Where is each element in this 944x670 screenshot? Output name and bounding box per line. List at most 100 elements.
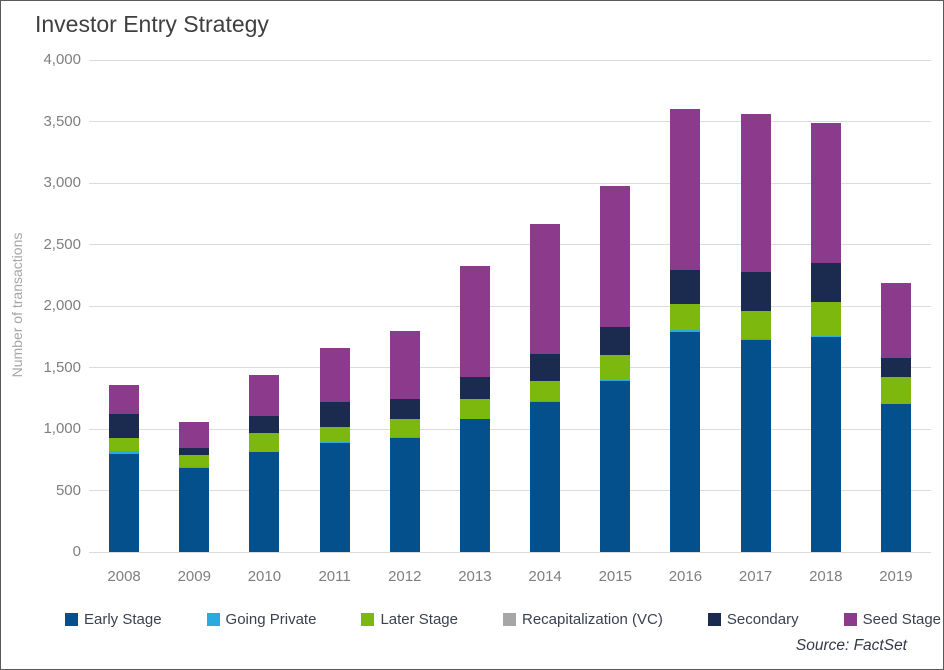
- bar-segment-early-stage: [179, 467, 210, 552]
- bar-2008: [109, 384, 140, 552]
- x-axis-tick-label: 2009: [177, 568, 211, 585]
- bar-segment-later-stage: [600, 355, 631, 380]
- x-axis-tick-label: 2017: [738, 568, 773, 585]
- legend-swatch-icon: [843, 613, 857, 626]
- y-axis-tick-label: 2,500: [43, 235, 81, 253]
- bar-segment-secondary: [670, 269, 701, 305]
- legend-item-later-stage: Later Stage: [361, 611, 458, 628]
- bar-segment-secondary: [740, 271, 771, 311]
- bar-segment-secondary: [109, 414, 140, 438]
- legend-item-secondary: Secondary: [707, 611, 799, 628]
- gridline: [89, 367, 931, 368]
- bar-segment-secondary: [249, 416, 280, 434]
- bar-segment-going-private: [600, 379, 631, 382]
- bar-segment-going-private: [109, 451, 140, 454]
- legend-item-early-stage: Early Stage: [65, 611, 162, 628]
- bar-segment-seed-stage: [810, 122, 841, 263]
- x-axis-tick-label: 2013: [458, 568, 492, 585]
- gridline: [89, 244, 931, 245]
- legend-swatch-icon: [206, 613, 220, 626]
- bar-segment-later-stage: [880, 377, 911, 404]
- bar-2014: [530, 223, 561, 552]
- legend-swatch-icon: [707, 613, 721, 626]
- bar-segment-going-private: [249, 451, 280, 453]
- bar-2009: [179, 421, 210, 552]
- bar-segment-later-stage: [459, 398, 490, 419]
- y-axis-tick-label: 4,000: [43, 51, 81, 68]
- chart-title: Investor Entry Strategy: [35, 11, 269, 37]
- bar-segment-secondary: [319, 401, 350, 428]
- bar-segment-early-stage: [670, 331, 701, 552]
- bar-2015: [600, 185, 631, 552]
- bar-segment-going-private: [530, 400, 561, 402]
- bar-2012: [389, 330, 420, 552]
- bar-segment-early-stage: [459, 419, 490, 552]
- y-axis-tick-label: 3,000: [43, 174, 81, 191]
- y-axis-tick-label: 1,500: [43, 358, 81, 376]
- x-axis-tick-label: 2008: [107, 568, 141, 585]
- bar-segment-secondary: [179, 448, 210, 456]
- y-axis-tick-label: 2,000: [43, 297, 81, 314]
- bar-segment-going-private: [670, 330, 701, 332]
- legend-label: Secondary: [726, 611, 799, 628]
- bar-segment-later-stage: [389, 418, 420, 438]
- bar-segment-early-stage: [810, 336, 841, 552]
- legend-item-recapitalization-vc: Recapitalization (VC): [503, 611, 663, 628]
- bar-2013: [459, 266, 490, 552]
- bar-segment-seed-stage: [670, 108, 701, 270]
- bar-segment-later-stage: [249, 433, 280, 452]
- legend-item-seed-stage: Seed Stage: [843, 611, 941, 628]
- bar-segment-going-private: [319, 441, 350, 443]
- bar-segment-seed-stage: [600, 185, 631, 327]
- legend-label: Later Stage: [380, 611, 458, 628]
- bar-segment-early-stage: [389, 437, 420, 552]
- y-axis-tick-label: 0: [72, 543, 81, 560]
- bar-segment-later-stage: [670, 304, 701, 330]
- x-axis-tick-label: 2012: [388, 568, 422, 585]
- bar-segment-seed-stage: [109, 384, 140, 415]
- bar-segment-going-private: [740, 339, 771, 341]
- legend-label: Going Private: [225, 611, 317, 628]
- bar-2016: [670, 108, 701, 552]
- bar-segment-secondary: [810, 262, 841, 303]
- legend: Early Stage Going Private Later Stage Recap…: [65, 611, 941, 628]
- bar-segment-early-stage: [880, 404, 911, 552]
- y-axis-tick-label: 3,500: [43, 112, 81, 130]
- x-axis-tick-label: 2016: [668, 568, 703, 585]
- gridline: [89, 551, 931, 553]
- bar-segment-seed-stage: [249, 374, 280, 417]
- bar-segment-later-stage: [109, 437, 140, 452]
- x-axis-tick-label: 2019: [879, 568, 913, 585]
- bar-segment-seed-stage: [740, 114, 771, 272]
- bar-2018: [810, 122, 841, 552]
- bar-segment-seed-stage: [459, 266, 490, 377]
- bar-segment-later-stage: [810, 302, 841, 336]
- bar-2010: [249, 374, 280, 552]
- bar-segment-secondary: [459, 376, 490, 399]
- bar-segment-seed-stage: [179, 421, 210, 449]
- bar-2011: [319, 347, 350, 552]
- bar-segment-going-private: [880, 403, 911, 405]
- bar-segment-later-stage: [530, 381, 561, 401]
- gridline: [89, 182, 931, 184]
- x-axis-tick-label: 2015: [598, 568, 632, 585]
- bar-segment-seed-stage: [319, 347, 350, 402]
- bar-segment-going-private: [179, 467, 210, 468]
- bar-segment-early-stage: [530, 401, 561, 552]
- bar-segment-secondary: [600, 326, 631, 356]
- x-axis-tick-label: 2014: [528, 568, 562, 585]
- y-axis-tick-label: 500: [55, 481, 81, 499]
- bar-segment-secondary: [880, 357, 911, 378]
- legend-swatch-icon: [503, 613, 516, 626]
- bar-segment-later-stage: [740, 310, 771, 340]
- bar-segment-going-private: [459, 418, 490, 420]
- bar-segment-secondary: [530, 354, 561, 382]
- legend-label: Early Stage: [84, 611, 162, 628]
- bar-segment-early-stage: [319, 442, 350, 552]
- bar-segment-early-stage: [249, 452, 280, 552]
- x-axis-tick-label: 2018: [809, 568, 843, 585]
- bar-segment-later-stage: [319, 427, 350, 442]
- plot-area: 0 500 1,000 1,500 2,000 2,500 3,000 3,500 4,000 2…: [43, 52, 931, 585]
- bar-segment-going-private: [389, 437, 420, 438]
